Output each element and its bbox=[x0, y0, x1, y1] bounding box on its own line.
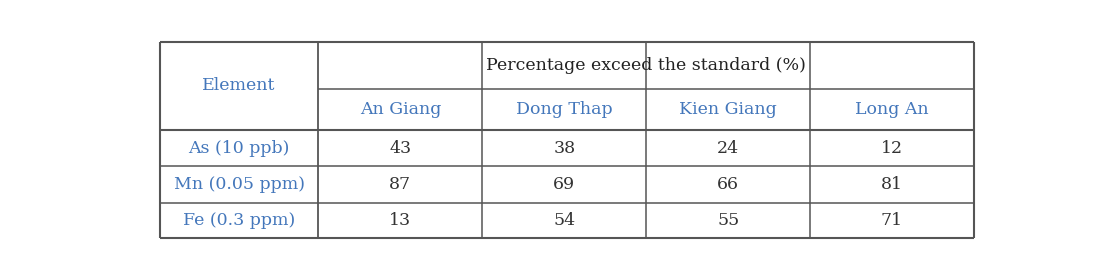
Text: Element: Element bbox=[202, 78, 275, 94]
Text: 13: 13 bbox=[389, 212, 411, 229]
Text: Mn (0.05 ppm): Mn (0.05 ppm) bbox=[174, 176, 304, 193]
Text: 81: 81 bbox=[881, 176, 902, 193]
Text: As (10 ppb): As (10 ppb) bbox=[188, 140, 290, 157]
Text: 54: 54 bbox=[553, 212, 575, 229]
Text: 43: 43 bbox=[389, 140, 411, 157]
Text: 55: 55 bbox=[717, 212, 739, 229]
Text: 38: 38 bbox=[553, 140, 575, 157]
Text: Percentage exceed the standard (%): Percentage exceed the standard (%) bbox=[487, 57, 806, 74]
Text: An Giang: An Giang bbox=[359, 101, 441, 118]
Text: 69: 69 bbox=[553, 176, 575, 193]
Text: 66: 66 bbox=[717, 176, 739, 193]
Text: Kien Giang: Kien Giang bbox=[679, 101, 778, 118]
Text: 71: 71 bbox=[881, 212, 904, 229]
Text: 24: 24 bbox=[717, 140, 739, 157]
Text: Dong Thap: Dong Thap bbox=[517, 101, 613, 118]
Text: Long An: Long An bbox=[855, 101, 929, 118]
Text: Fe (0.3 ppm): Fe (0.3 ppm) bbox=[182, 212, 295, 229]
Text: 12: 12 bbox=[881, 140, 904, 157]
Text: 87: 87 bbox=[389, 176, 411, 193]
